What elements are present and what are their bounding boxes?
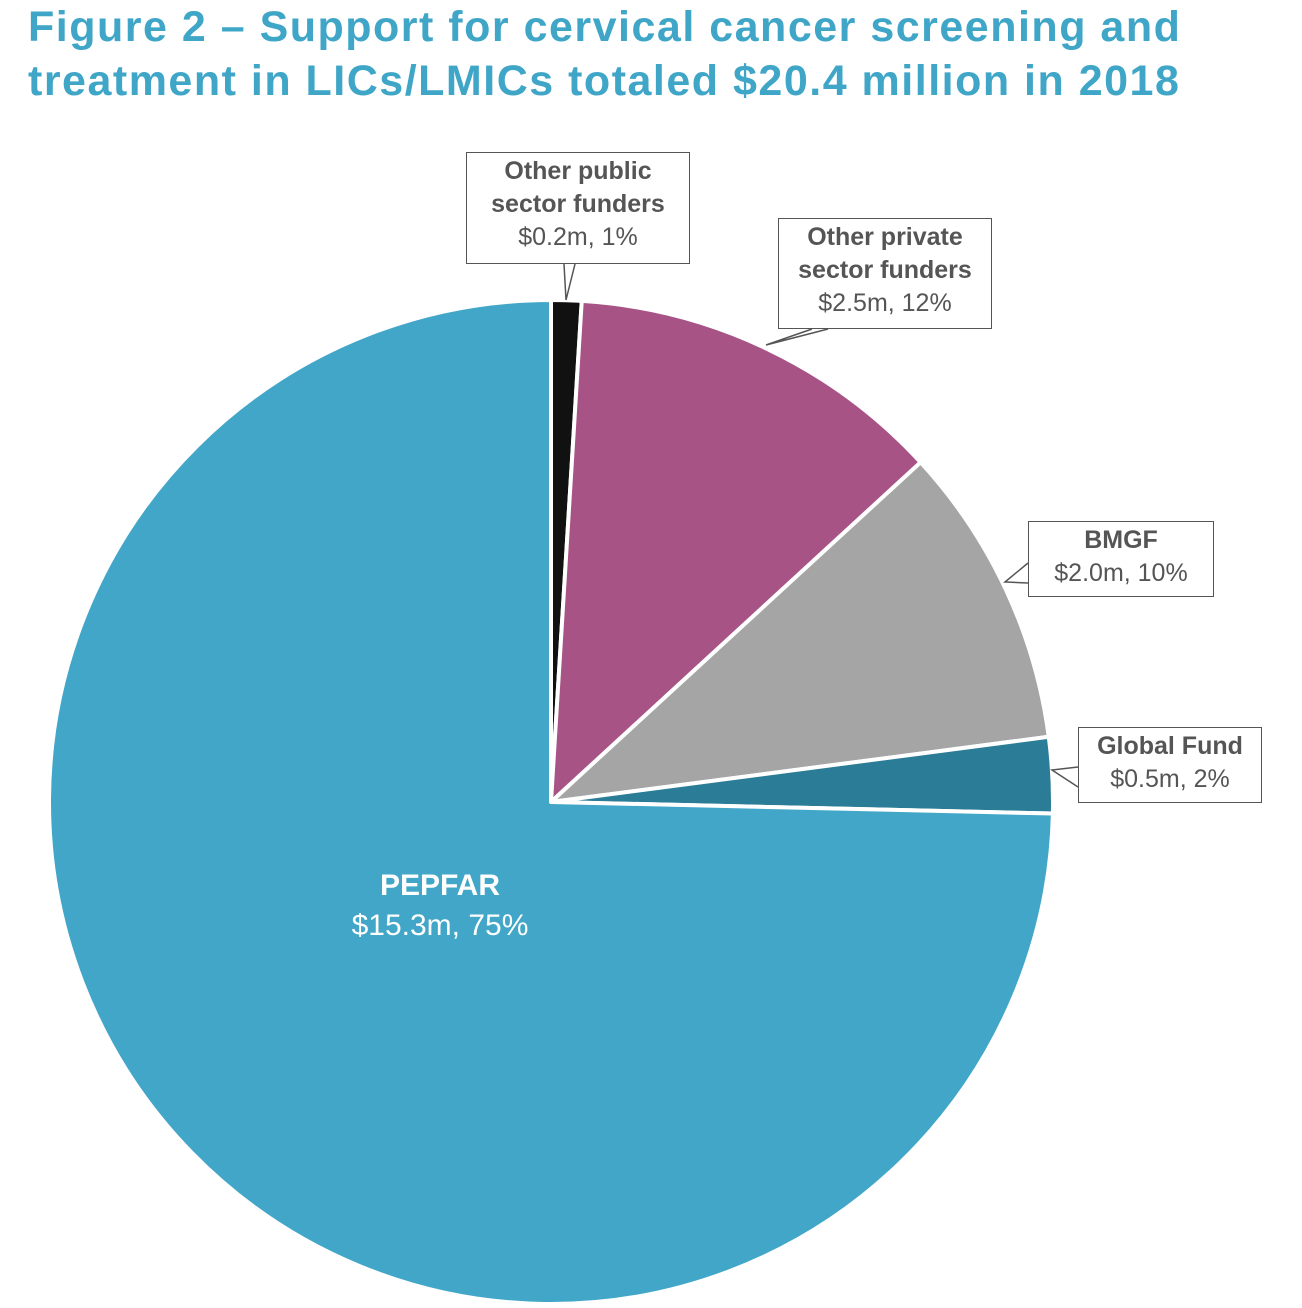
callout-bmgf-name: BMGF	[1084, 526, 1158, 554]
callout-global-fund: Global Fund $0.5m, 2%	[1078, 727, 1262, 803]
slice-pepfar	[47, 298, 1055, 1306]
callout-bmgf: BMGF $2.0m, 10%	[1028, 521, 1214, 597]
leader-bmgf	[1003, 562, 1029, 584]
callout-other-public: Other public sector funders $0.2m, 1%	[466, 152, 690, 264]
callout-other-private-value: $2.5m, 12%	[818, 289, 952, 317]
callout-global-fund-name: Global Fund	[1097, 732, 1243, 760]
label-pepfar-name: PEPFAR	[379, 869, 501, 902]
label-pepfar: PEPFAR $15.3m, 75%	[290, 866, 590, 946]
callout-other-private: Other private sector funders $2.5m, 12%	[778, 218, 992, 329]
callout-other-public-name-2: sector funders	[491, 190, 665, 218]
slice-bmgf	[549, 460, 1051, 804]
callout-global-fund-value: $0.5m, 2%	[1110, 765, 1230, 793]
callout-other-public-value: $0.2m, 1%	[518, 223, 638, 251]
leader-other-private	[765, 328, 829, 346]
chart-title-line-1: Figure 2 – Support for cervical cancer s…	[28, 3, 1182, 51]
leader-other-public	[563, 263, 576, 301]
label-pepfar-value: $15.3m, 75%	[351, 909, 529, 942]
callout-other-private-name-2: sector funders	[798, 256, 972, 284]
slice-other-private	[549, 298, 923, 804]
chart-title: Figure 2 – Support for cervical cancer s…	[28, 0, 1298, 108]
callout-bmgf-value: $2.0m, 10%	[1054, 559, 1188, 587]
leader-global-fund	[1049, 766, 1079, 788]
callout-other-private-name-1: Other private	[807, 223, 963, 251]
callout-other-public-name-1: Other public	[504, 157, 652, 185]
chart-title-line-2: treatment in LICs/LMICs totaled $20.4 mi…	[28, 57, 1181, 105]
pie-slices	[47, 297, 1055, 1306]
callout-leader-lines	[563, 263, 1079, 788]
